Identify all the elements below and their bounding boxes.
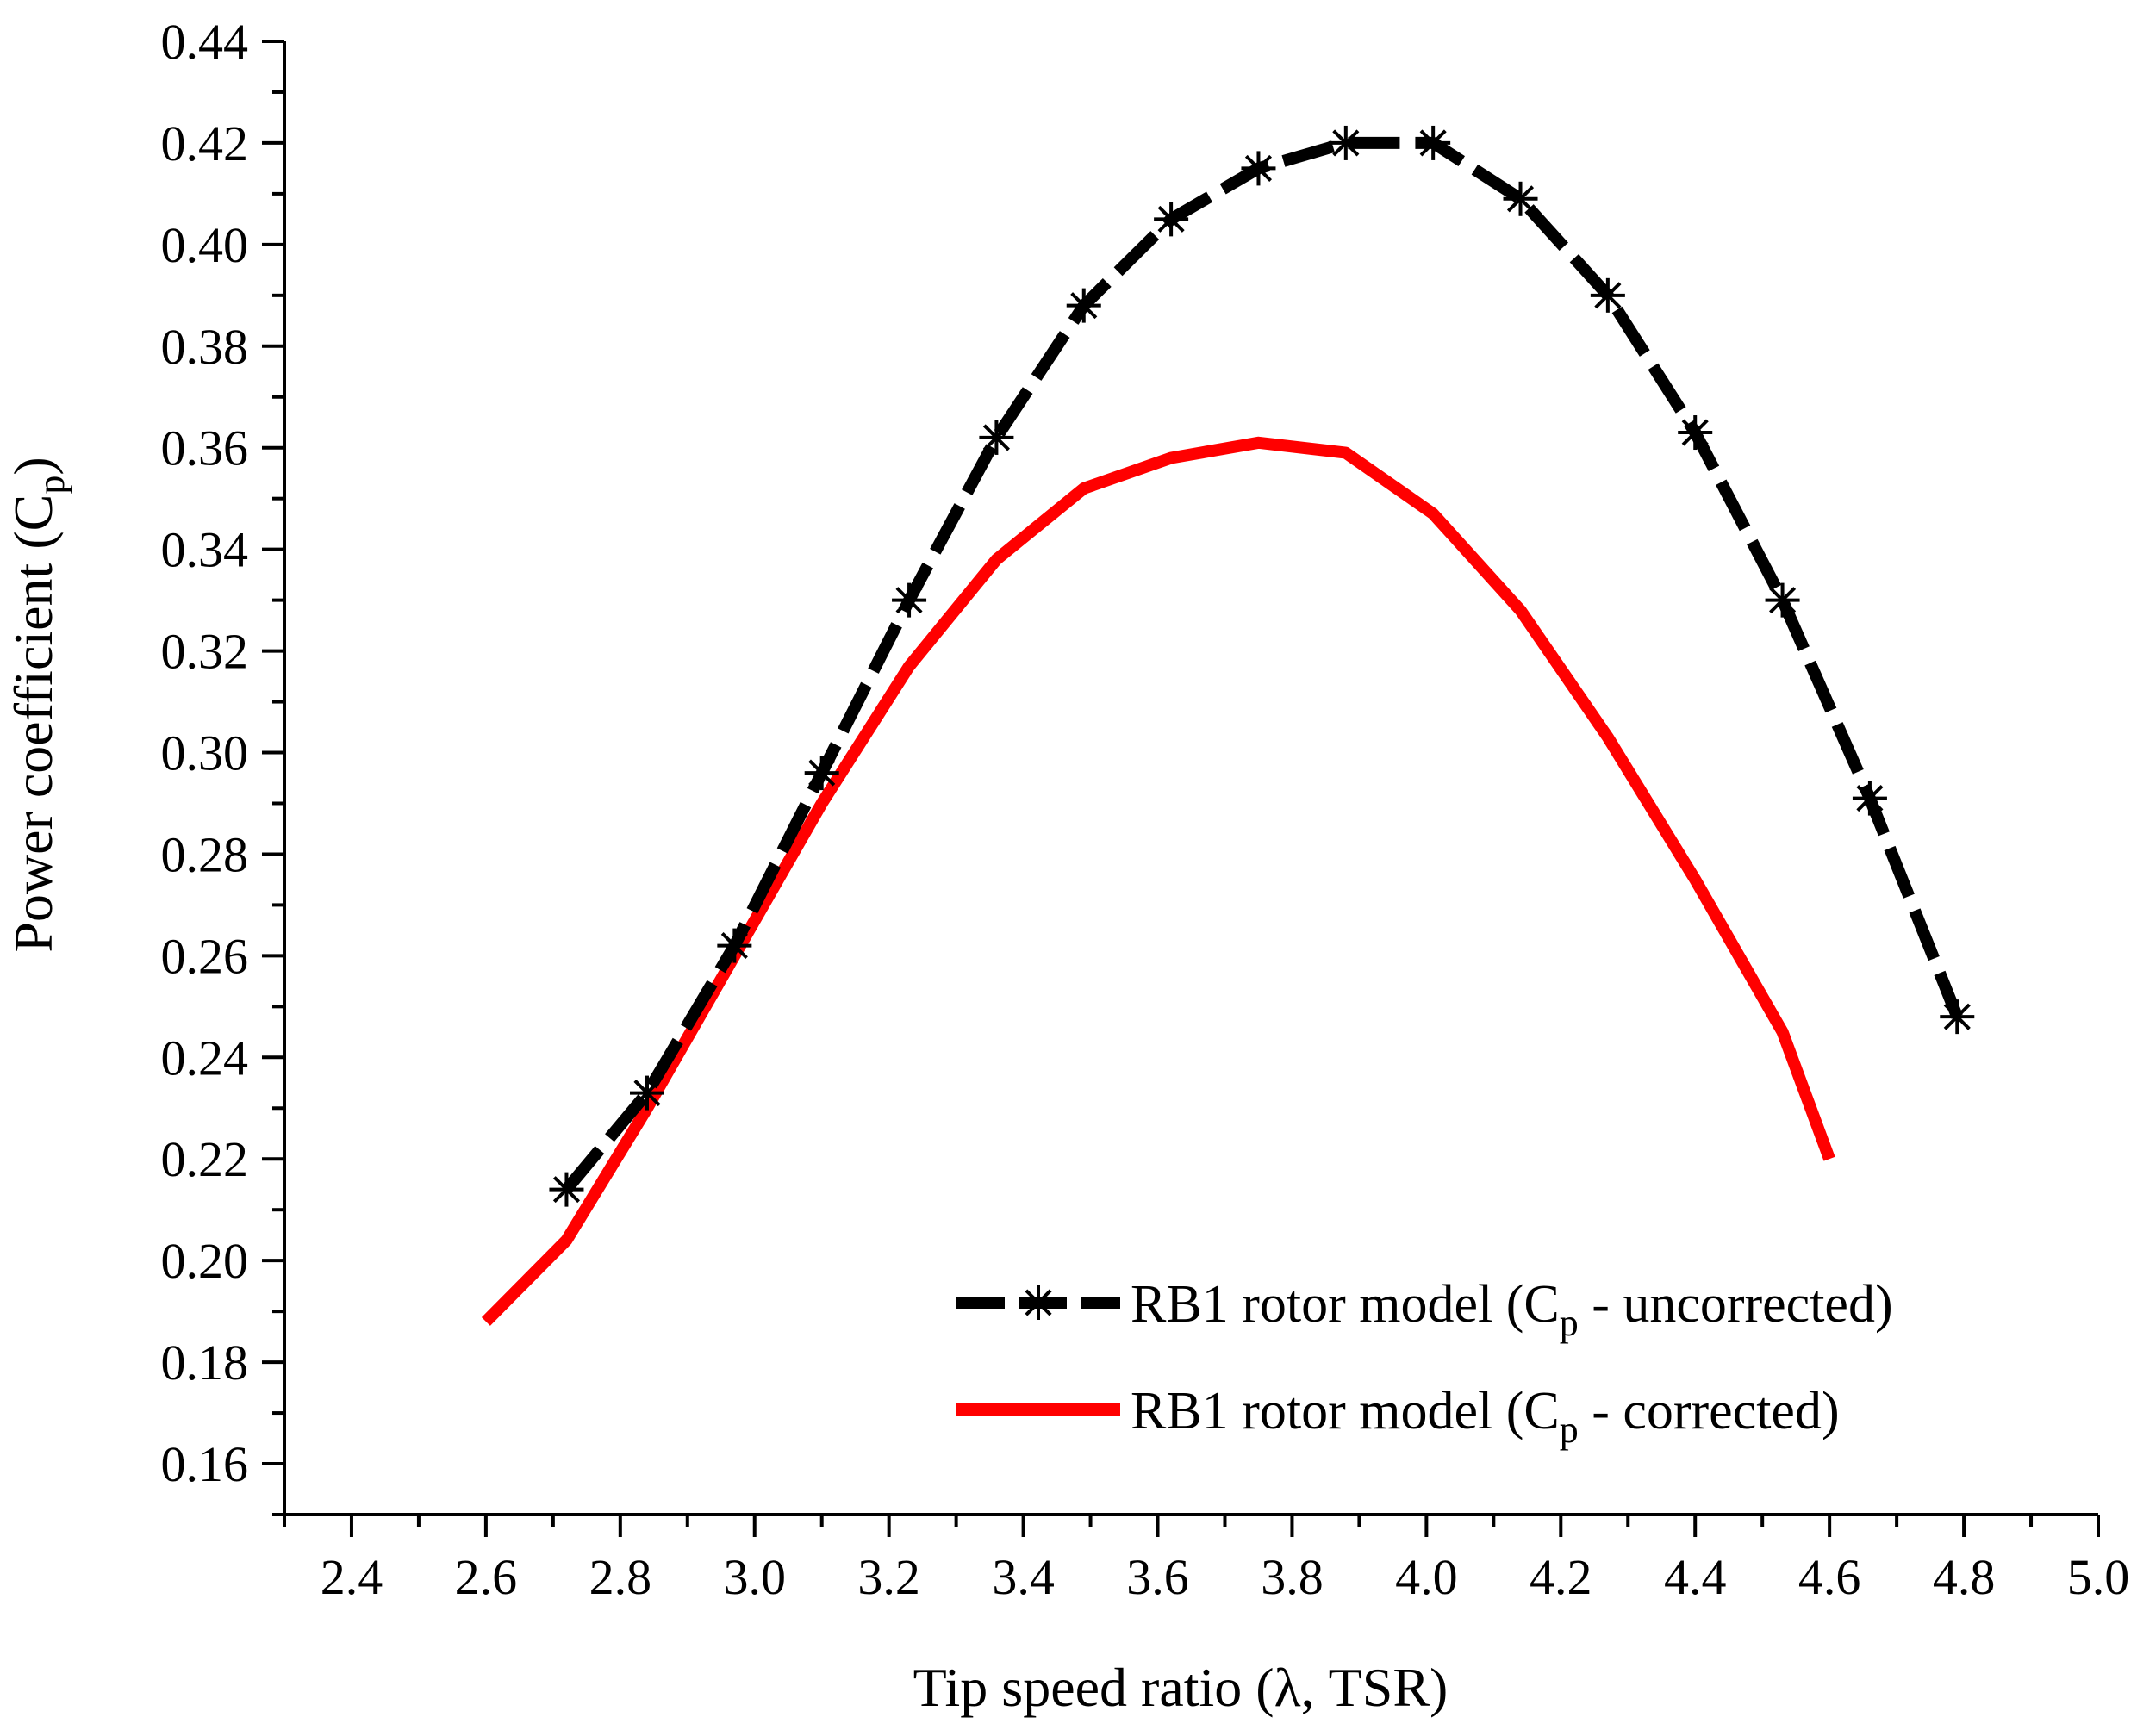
x-tick-label: 2.8 (589, 1549, 652, 1605)
data-point-uncorrected (717, 928, 752, 963)
legend-label-uncorrected: RB1 rotor model (Cp - uncorrected) (1131, 1275, 1893, 1344)
asterisk-stroke (1594, 282, 1622, 309)
asterisk-stroke (1025, 1289, 1052, 1316)
asterisk-stroke (720, 932, 748, 960)
asterisk-stroke (1681, 419, 1709, 446)
y-ticks: 0.16 0.18 0.20 0.22 0.24 0.26 0.28 0.30 0.32 0.34… (161, 14, 284, 1516)
x-axis-title: Tip speed ratio (λ, TSR) (913, 1657, 1449, 1718)
asterisk-stroke (1943, 1003, 1971, 1030)
legend-label-uncorrected-main: RB1 rotor model (C (1131, 1275, 1560, 1334)
data-point-uncorrected (804, 756, 839, 791)
y-tick-label: 0.38 (161, 319, 249, 375)
legend-marker-asterisk (1021, 1285, 1056, 1320)
series-line-uncorrected (562, 136, 1963, 1194)
data-point-uncorrected (1852, 781, 1887, 816)
legend-label-corrected-main: RB1 rotor model (C (1131, 1382, 1560, 1440)
asterisk-stroke (808, 759, 836, 787)
asterisk-stroke (895, 587, 923, 614)
data-point-uncorrected (1940, 999, 1975, 1035)
x-tick-label: 3.2 (857, 1549, 920, 1605)
x-tick-label: 4.6 (1798, 1549, 1861, 1605)
series-line-corrected (481, 436, 1835, 1326)
data-point-uncorrected (1241, 151, 1276, 186)
y-axis-title-sub: p (30, 476, 72, 495)
asterisk-stroke (552, 1176, 581, 1204)
asterisk-stroke (1332, 129, 1360, 157)
data-point-uncorrected (1328, 125, 1363, 160)
y-axis-title-close: ) (3, 457, 64, 475)
legend-label-uncorrected-sub: p (1560, 1302, 1579, 1344)
asterisk-stroke (982, 424, 1010, 451)
y-axis-title: Power coefficient (Cp) (3, 457, 72, 952)
asterisk-stroke (1157, 205, 1185, 233)
y-tick-label: 0.26 (161, 928, 249, 984)
asterisk-stroke (1856, 785, 1884, 812)
data-point-uncorrected (1765, 582, 1800, 618)
data-point-uncorrected (979, 420, 1014, 455)
data-point-uncorrected (1503, 181, 1538, 216)
y-tick-label: 0.36 (161, 420, 249, 476)
y-tick-label: 0.40 (161, 217, 249, 273)
asterisk-stroke (633, 1080, 661, 1107)
y-tick-label: 0.16 (161, 1436, 249, 1492)
legend-label-uncorrected-tail: - uncorrected) (1579, 1275, 1893, 1334)
data-point-uncorrected (1154, 202, 1189, 237)
legend-label-corrected-sub: p (1560, 1409, 1579, 1451)
x-tick-label: 3.6 (1126, 1549, 1189, 1605)
x-tick-label: 3.4 (992, 1549, 1055, 1605)
asterisk-stroke (1506, 185, 1535, 213)
data-point-uncorrected (1066, 288, 1101, 323)
y-tick-label: 0.32 (161, 624, 249, 680)
data-point-uncorrected (892, 582, 927, 618)
legend-label-corrected: RB1 rotor model (Cp - corrected) (1131, 1382, 1840, 1451)
y-tick-label: 0.28 (161, 826, 249, 882)
x-tick-label: 4.0 (1395, 1549, 1458, 1605)
axes-layer: 0.16 0.18 0.20 0.22 0.24 0.26 0.28 0.30 0.32 0.34… (161, 14, 2130, 1605)
legend: RB1 rotor model (Cp - uncorrected) RB1 r… (956, 1275, 1893, 1451)
data-point-uncorrected (1590, 277, 1625, 313)
y-tick-label: 0.42 (161, 115, 249, 171)
y-tick-label: 0.20 (161, 1233, 249, 1289)
y-axis-title-main: Power coefficient (C (3, 495, 64, 953)
y-tick-label: 0.30 (161, 725, 249, 781)
x-tick-label: 4.4 (1664, 1549, 1727, 1605)
x-tick-label: 3.8 (1261, 1549, 1324, 1605)
data-point-uncorrected (1416, 125, 1451, 160)
legend-item-corrected: RB1 rotor model (Cp - corrected) (956, 1382, 1840, 1451)
data-point-uncorrected (1678, 415, 1713, 451)
asterisk-stroke (1244, 154, 1273, 182)
series-layer (481, 125, 1975, 1326)
y-tick-label: 0.22 (161, 1131, 249, 1187)
x-tick-label: 4.8 (1933, 1549, 1996, 1605)
x-tick-label: 3.0 (723, 1549, 786, 1605)
legend-label-corrected-tail: - corrected) (1579, 1382, 1840, 1440)
legend-asterisk (1021, 1285, 1056, 1320)
legend-item-uncorrected: RB1 rotor model (Cp - uncorrected) (956, 1275, 1893, 1344)
y-tick-label: 0.24 (161, 1030, 249, 1086)
asterisk-stroke (1769, 587, 1797, 614)
x-tick-label: 4.2 (1530, 1549, 1592, 1605)
asterisk-stroke (1419, 129, 1447, 157)
data-point-uncorrected (630, 1075, 664, 1111)
x-tick-label: 2.4 (321, 1549, 383, 1605)
x-tick-label: 5.0 (2067, 1549, 2130, 1605)
y-tick-label: 0.44 (161, 14, 249, 70)
x-tick-label: 2.6 (455, 1549, 518, 1605)
asterisk-stroke (1070, 292, 1098, 320)
data-point-uncorrected (549, 1172, 584, 1207)
y-tick-label: 0.18 (161, 1335, 249, 1391)
x-ticks: 2.4 2.6 2.8 3.0 3.2 3.4 3.6 3.8 4.0 4.2 4.4 4.6 4.8 5… (283, 1515, 2130, 1605)
y-tick-label: 0.34 (161, 522, 249, 578)
